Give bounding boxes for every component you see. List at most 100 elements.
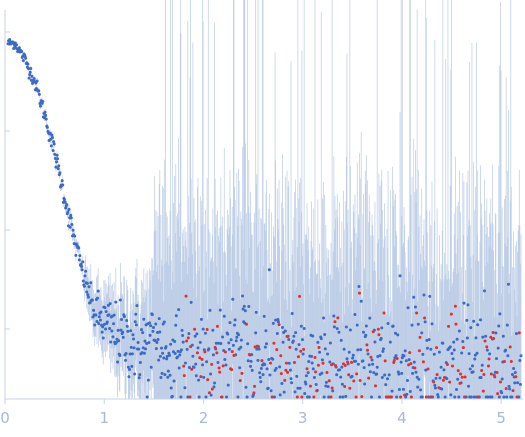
blue-data-point	[169, 386, 173, 390]
blue-data-point	[394, 354, 398, 358]
blue-data-point	[364, 324, 368, 328]
blue-data-point	[39, 104, 43, 108]
blue-data-point	[56, 167, 60, 171]
blue-data-point	[237, 333, 241, 337]
blue-data-point	[61, 183, 65, 187]
red-data-point	[487, 357, 491, 361]
red-data-point	[384, 395, 388, 399]
red-data-point	[268, 361, 272, 365]
blue-data-point	[473, 357, 477, 361]
blue-data-point	[264, 329, 268, 333]
blue-data-point	[30, 74, 34, 78]
blue-data-point	[126, 365, 130, 369]
blue-data-point	[124, 358, 128, 362]
blue-data-point	[201, 363, 205, 367]
red-data-point	[392, 358, 396, 362]
red-data-point	[437, 386, 441, 390]
blue-data-point	[80, 268, 84, 272]
blue-data-point	[209, 393, 213, 397]
blue-data-point	[221, 335, 225, 339]
red-data-point	[205, 328, 209, 332]
red-data-point	[481, 389, 485, 393]
blue-data-point	[166, 375, 170, 379]
blue-data-point	[114, 340, 118, 344]
red-data-point	[283, 378, 287, 382]
blue-data-point	[209, 372, 213, 376]
blue-data-point	[105, 320, 109, 324]
blue-data-point	[103, 306, 107, 310]
blue-data-point	[157, 358, 161, 362]
blue-data-point	[44, 113, 48, 117]
red-data-point	[333, 320, 337, 324]
red-data-point	[443, 375, 447, 379]
blue-data-point	[44, 117, 48, 121]
blue-data-point	[430, 322, 434, 326]
blue-data-point	[344, 394, 348, 398]
blue-data-point	[81, 279, 85, 283]
blue-data-point	[380, 326, 384, 330]
red-data-point	[460, 375, 464, 379]
blue-data-point	[257, 347, 261, 351]
blue-data-point	[223, 358, 227, 362]
red-data-point	[366, 348, 370, 352]
blue-data-point	[85, 281, 89, 285]
blue-data-point	[28, 73, 32, 77]
red-data-point	[199, 375, 203, 379]
blue-data-point	[259, 367, 263, 371]
blue-data-point	[479, 376, 483, 380]
blue-data-point	[181, 340, 185, 344]
blue-data-point	[169, 342, 173, 346]
blue-data-point	[179, 348, 183, 352]
blue-data-point	[214, 341, 218, 345]
blue-data-point	[162, 320, 166, 324]
blue-data-point	[367, 363, 371, 367]
red-data-point	[184, 294, 188, 298]
blue-data-point	[84, 269, 88, 273]
blue-data-point	[455, 388, 459, 392]
red-data-point	[296, 355, 300, 359]
blue-data-point	[280, 326, 284, 330]
blue-data-point	[228, 321, 232, 325]
blue-data-point	[387, 373, 391, 377]
blue-data-point	[301, 352, 305, 356]
blue-data-point	[408, 390, 412, 394]
blue-data-point	[86, 293, 90, 297]
blue-data-point	[80, 264, 84, 268]
red-data-point	[207, 391, 211, 395]
blue-data-point	[226, 332, 230, 336]
blue-data-point	[274, 366, 278, 370]
blue-data-point	[267, 268, 271, 272]
blue-data-point	[445, 377, 449, 381]
red-data-point	[483, 339, 487, 343]
blue-data-point	[415, 375, 419, 379]
blue-data-point	[128, 368, 132, 372]
blue-data-point	[165, 354, 169, 358]
blue-data-point	[466, 303, 470, 307]
red-data-point	[292, 361, 296, 365]
x-tick-label: 3	[298, 409, 308, 427]
blue-data-point	[201, 327, 205, 331]
blue-data-point	[338, 368, 342, 372]
blue-data-point	[406, 306, 410, 310]
blue-data-point	[401, 387, 405, 391]
blue-data-point	[99, 310, 103, 314]
blue-data-point	[283, 329, 287, 333]
red-data-point	[253, 345, 257, 349]
blue-data-point	[344, 325, 348, 329]
blue-data-point	[368, 370, 372, 374]
blue-data-point	[93, 323, 97, 327]
blue-data-point	[335, 327, 339, 331]
blue-data-point	[121, 335, 125, 339]
blue-data-point	[290, 312, 294, 316]
red-data-point	[252, 391, 256, 395]
blue-data-point	[437, 350, 441, 354]
blue-data-point	[326, 352, 330, 356]
blue-data-point	[177, 366, 181, 370]
blue-data-point	[194, 374, 198, 378]
red-data-point	[480, 368, 484, 372]
blue-data-point	[300, 338, 304, 342]
blue-data-point	[265, 367, 269, 371]
blue-data-point	[514, 332, 518, 336]
red-data-point	[383, 359, 387, 363]
blue-data-point	[471, 370, 475, 374]
